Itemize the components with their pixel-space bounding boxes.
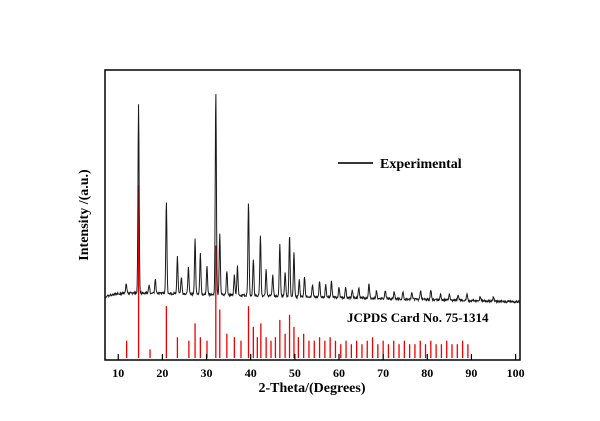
legend-label-experimental: Experimental xyxy=(380,157,462,172)
legend: Experimental xyxy=(338,157,462,172)
experimental-curve-path xyxy=(104,94,521,305)
x-tick-label: 70 xyxy=(377,366,389,380)
x-axis-ticks: 10 20 30 40 50 60 70 80 90 100 xyxy=(112,354,525,380)
x-tick-label: 60 xyxy=(333,366,345,380)
reference-sticks-series xyxy=(125,185,469,358)
x-tick-label: 80 xyxy=(421,366,433,380)
x-tick-label: 30 xyxy=(201,366,213,380)
x-tick-label: 20 xyxy=(156,366,168,380)
y-axis-title: Intensity /(a.u.) xyxy=(77,169,92,261)
plot-border xyxy=(104,69,521,361)
x-tick-label: 90 xyxy=(465,366,477,380)
x-tick-label: 50 xyxy=(289,366,301,380)
x-tick-label: 100 xyxy=(507,366,525,380)
experimental-curve-series xyxy=(104,94,521,305)
annotation-jcpds: JCPDS Card No. 75-1314 xyxy=(347,310,489,325)
x-tick-label: 40 xyxy=(245,366,257,380)
x-tick-label: 10 xyxy=(112,366,124,380)
x-axis-title: 2-Theta/(Degrees) xyxy=(258,381,365,396)
